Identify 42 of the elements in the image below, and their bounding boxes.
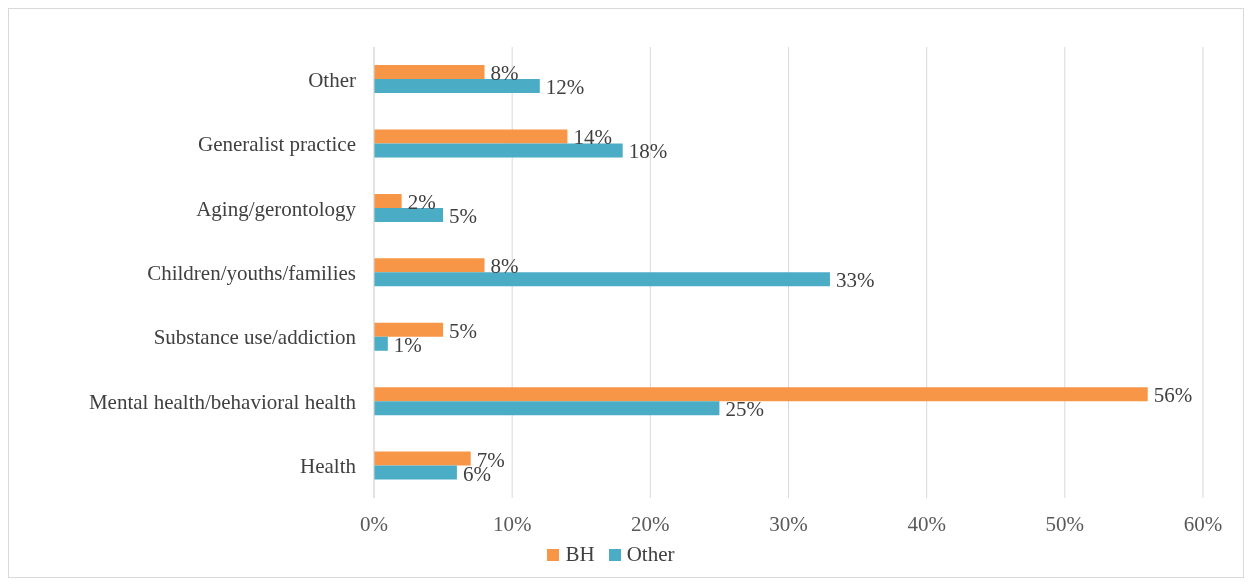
y-tick-label: Other bbox=[308, 67, 356, 92]
bar bbox=[374, 336, 388, 351]
x-tick-label: 30% bbox=[769, 511, 808, 536]
data-label: 8% bbox=[490, 254, 519, 279]
data-label: 18% bbox=[628, 139, 668, 164]
y-tick-label: Children/youths/families bbox=[147, 260, 356, 285]
bar bbox=[374, 322, 444, 337]
bar bbox=[374, 79, 540, 94]
bar bbox=[374, 143, 623, 158]
y-tick-label: Health bbox=[300, 454, 357, 479]
bar bbox=[374, 65, 485, 80]
data-label: 33% bbox=[835, 268, 875, 293]
y-tick-label: Generalist practice bbox=[198, 132, 356, 157]
bar bbox=[374, 465, 457, 480]
data-label: 5% bbox=[449, 318, 478, 343]
legend-label: Other bbox=[625, 542, 675, 567]
bar bbox=[374, 387, 1148, 402]
x-tick-label: 60% bbox=[1183, 511, 1223, 536]
data-label: 12% bbox=[545, 75, 585, 100]
bar bbox=[374, 272, 830, 287]
data-label: 5% bbox=[449, 203, 478, 228]
bar bbox=[374, 207, 444, 222]
legend-label: BH bbox=[564, 542, 595, 567]
x-tick-label: 40% bbox=[907, 511, 946, 536]
bar bbox=[374, 193, 402, 208]
data-label: 14% bbox=[573, 125, 612, 150]
y-tick-label: Aging/gerontology bbox=[196, 196, 357, 221]
data-label: 1% bbox=[393, 332, 422, 357]
data-label: 25% bbox=[725, 397, 764, 422]
bar bbox=[374, 401, 720, 416]
y-tick-label: Substance use/addiction bbox=[153, 325, 357, 350]
data-label: 8% bbox=[490, 61, 519, 86]
data-label: 56% bbox=[1153, 383, 1193, 408]
x-tick-label: 50% bbox=[1045, 511, 1085, 536]
bar bbox=[374, 451, 471, 466]
bar bbox=[374, 258, 485, 273]
y-tick-label: Mental health/behavioral health bbox=[88, 389, 357, 414]
x-tick-label: 20% bbox=[631, 511, 670, 536]
x-tick-label: 10% bbox=[492, 511, 532, 536]
x-tick-label: 0% bbox=[360, 511, 388, 536]
bar bbox=[374, 129, 568, 144]
data-label: 2% bbox=[407, 189, 436, 214]
